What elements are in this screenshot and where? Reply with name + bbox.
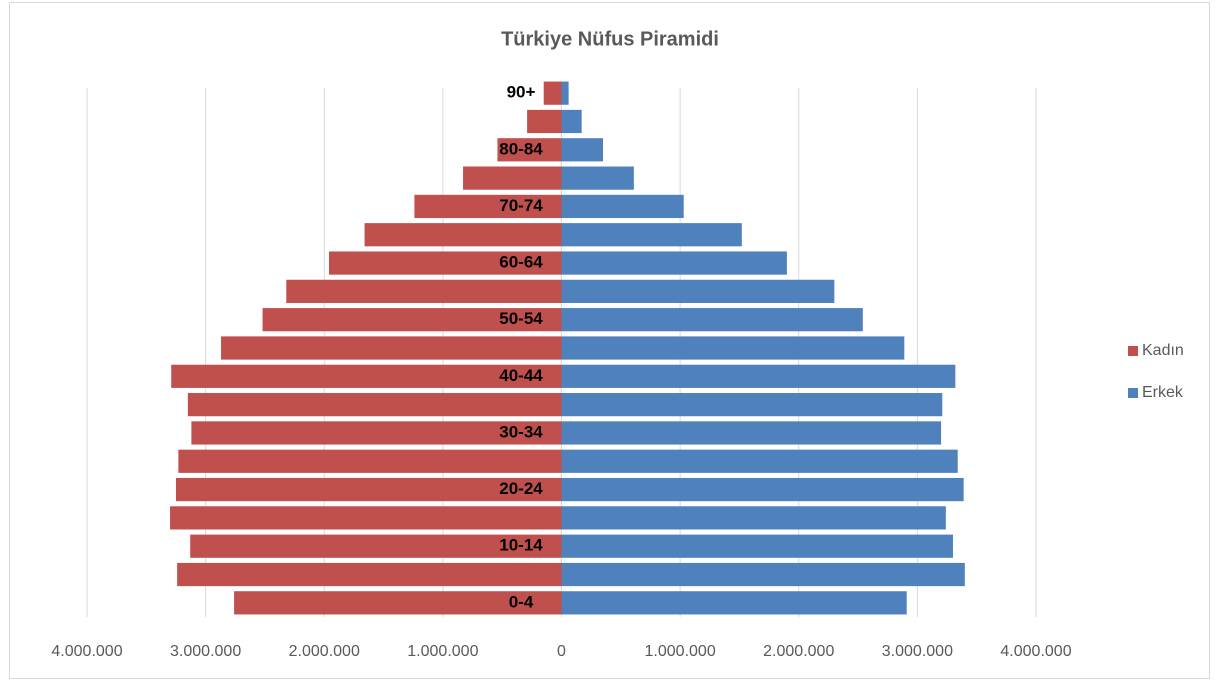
bar — [328, 251, 562, 275]
x-tick-label: 4.000.000 — [1000, 643, 1071, 660]
x-tick-label: 2.000.000 — [763, 643, 834, 660]
bar — [561, 81, 569, 105]
bar — [175, 477, 562, 502]
bar — [561, 477, 964, 502]
category-label: 80-84 — [499, 139, 543, 158]
x-tick-label: 4.000.000 — [51, 643, 122, 660]
bar — [561, 223, 742, 247]
category-label: 0-4 — [509, 592, 534, 611]
bar — [561, 251, 787, 275]
category-label: 40-44 — [499, 366, 543, 385]
bar — [561, 393, 943, 417]
bar — [364, 223, 562, 247]
bar — [171, 364, 562, 388]
x-tick-label: 1.000.000 — [407, 643, 478, 660]
bar — [561, 421, 942, 445]
bar — [561, 591, 907, 615]
bar — [561, 308, 863, 332]
bar — [187, 393, 562, 417]
legend-label: Erkek — [1142, 384, 1184, 401]
bar — [561, 194, 684, 219]
bar — [561, 109, 582, 134]
bar — [286, 279, 562, 303]
bar — [191, 421, 562, 445]
category-label: 70-74 — [499, 196, 543, 215]
bar — [561, 534, 953, 558]
bar — [190, 534, 562, 558]
bar — [497, 138, 562, 162]
bar — [177, 562, 562, 587]
bar — [561, 166, 634, 190]
bar — [561, 562, 965, 587]
bar — [561, 506, 946, 530]
x-tick-label: 0 — [557, 643, 566, 660]
category-label: 50-54 — [499, 309, 543, 328]
bar — [561, 364, 956, 388]
category-label: 60-64 — [499, 253, 543, 272]
bar — [234, 591, 562, 615]
bar — [178, 449, 562, 473]
bar — [543, 81, 562, 105]
legend-label: Kadın — [1142, 342, 1184, 359]
bar — [262, 308, 562, 332]
x-tick-label: 3.000.000 — [170, 643, 241, 660]
legend-swatch — [1128, 388, 1138, 398]
legend-swatch — [1128, 346, 1138, 356]
bar — [527, 109, 562, 134]
x-tick-label: 3.000.000 — [882, 643, 953, 660]
category-label: 90+ — [507, 83, 536, 102]
category-label: 10-14 — [499, 536, 543, 555]
bar — [463, 166, 562, 190]
bar — [414, 194, 562, 219]
bar — [221, 336, 562, 360]
bar — [561, 449, 958, 473]
x-tick-label: 2.000.000 — [289, 643, 360, 660]
bar — [170, 506, 562, 530]
bar — [561, 279, 835, 303]
category-label: 20-24 — [499, 479, 543, 498]
bar — [561, 336, 905, 360]
x-tick-label: 1.000.000 — [645, 643, 716, 660]
chart-title: Türkiye Nüfus Piramidi — [501, 28, 719, 50]
category-label: 30-34 — [499, 422, 543, 441]
bar — [561, 138, 604, 162]
